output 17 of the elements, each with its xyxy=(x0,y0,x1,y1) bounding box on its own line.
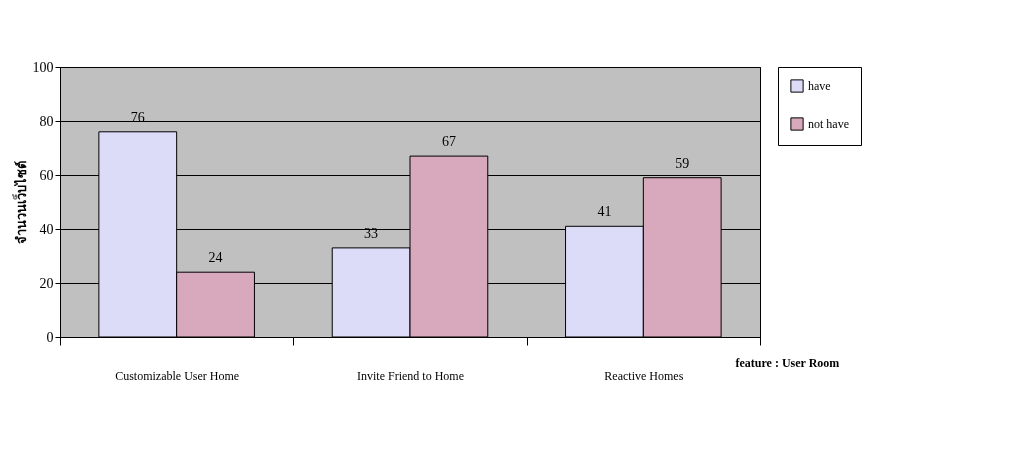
y-axis-title: จำนวนเว็บไซต์ xyxy=(11,161,29,244)
y-tick-label: 60 xyxy=(39,167,54,183)
x-axis-title: feature : User Room xyxy=(735,355,840,370)
legend-label: have xyxy=(808,79,831,93)
x-tick-label: Reactive Homes xyxy=(604,368,684,383)
y-tick-label: 0 xyxy=(46,329,54,345)
data-label: 67 xyxy=(441,134,456,150)
data-label: 59 xyxy=(675,155,690,171)
y-tick-label: 80 xyxy=(39,113,54,129)
x-tick-label: Invite Friend to Home xyxy=(357,368,464,383)
legend-label: not have xyxy=(808,117,849,131)
y-tick-label: 20 xyxy=(39,275,54,291)
data-label: 41 xyxy=(597,204,612,220)
x-tick-label: Customizable User Home xyxy=(115,368,240,383)
y-tick-label: 40 xyxy=(39,221,54,237)
data-label: 24 xyxy=(208,250,223,266)
y-tick-label: 100 xyxy=(32,59,54,75)
